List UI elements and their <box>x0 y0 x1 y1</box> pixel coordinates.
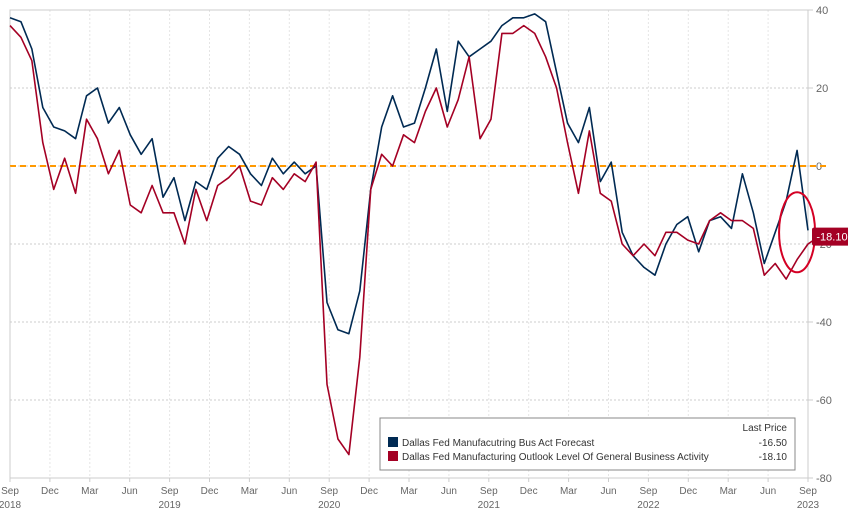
x-tick-label: Sep <box>320 486 338 497</box>
x-tick-label: Dec <box>520 486 538 497</box>
x-year-label: 2022 <box>637 500 660 511</box>
legend-label: Dallas Fed Manufacturing Outlook Level O… <box>402 452 709 463</box>
x-tick-label: Dec <box>201 486 219 497</box>
x-tick-label: Sep <box>640 486 658 497</box>
x-year-label: 2021 <box>478 500 501 511</box>
x-year-label: 2019 <box>158 500 181 511</box>
legend-label: Dallas Fed Manufacutring Bus Act Forecas… <box>402 438 595 449</box>
y-tick-label: -40 <box>816 317 832 329</box>
x-year-label: 2020 <box>318 500 341 511</box>
x-year-label: 2018 <box>0 500 22 511</box>
line-chart: -80-60-40-2002040Sep2018DecMarJunSep2019… <box>0 0 848 525</box>
x-tick-label: Jun <box>122 486 138 497</box>
x-tick-label: Mar <box>720 486 738 497</box>
x-tick-label: Sep <box>1 486 19 497</box>
x-tick-label: Mar <box>241 486 259 497</box>
x-tick-label: Dec <box>360 486 378 497</box>
legend-swatch <box>388 451 398 461</box>
x-tick-label: Dec <box>679 486 697 497</box>
legend-title: Last Price <box>743 423 788 434</box>
x-tick-label: Jun <box>441 486 457 497</box>
x-tick-label: Jun <box>600 486 616 497</box>
x-tick-label: Mar <box>81 486 99 497</box>
value-badge-text: -18.10 <box>816 232 847 244</box>
y-tick-label: 40 <box>816 5 828 17</box>
legend-swatch <box>388 437 398 447</box>
legend-value: -16.50 <box>759 438 788 449</box>
x-tick-label: Mar <box>560 486 578 497</box>
y-tick-label: -60 <box>816 395 832 407</box>
x-year-label: 2023 <box>797 500 820 511</box>
chart-container: -80-60-40-2002040Sep2018DecMarJunSep2019… <box>0 0 848 525</box>
x-tick-label: Sep <box>161 486 179 497</box>
x-tick-label: Dec <box>41 486 59 497</box>
x-tick-label: Jun <box>281 486 297 497</box>
x-tick-label: Sep <box>480 486 498 497</box>
x-tick-label: Mar <box>400 486 418 497</box>
y-tick-label: -80 <box>816 473 832 485</box>
x-tick-label: Sep <box>799 486 817 497</box>
y-tick-label: 20 <box>816 83 828 95</box>
legend-value: -18.10 <box>759 452 788 463</box>
x-tick-label: Jun <box>760 486 776 497</box>
